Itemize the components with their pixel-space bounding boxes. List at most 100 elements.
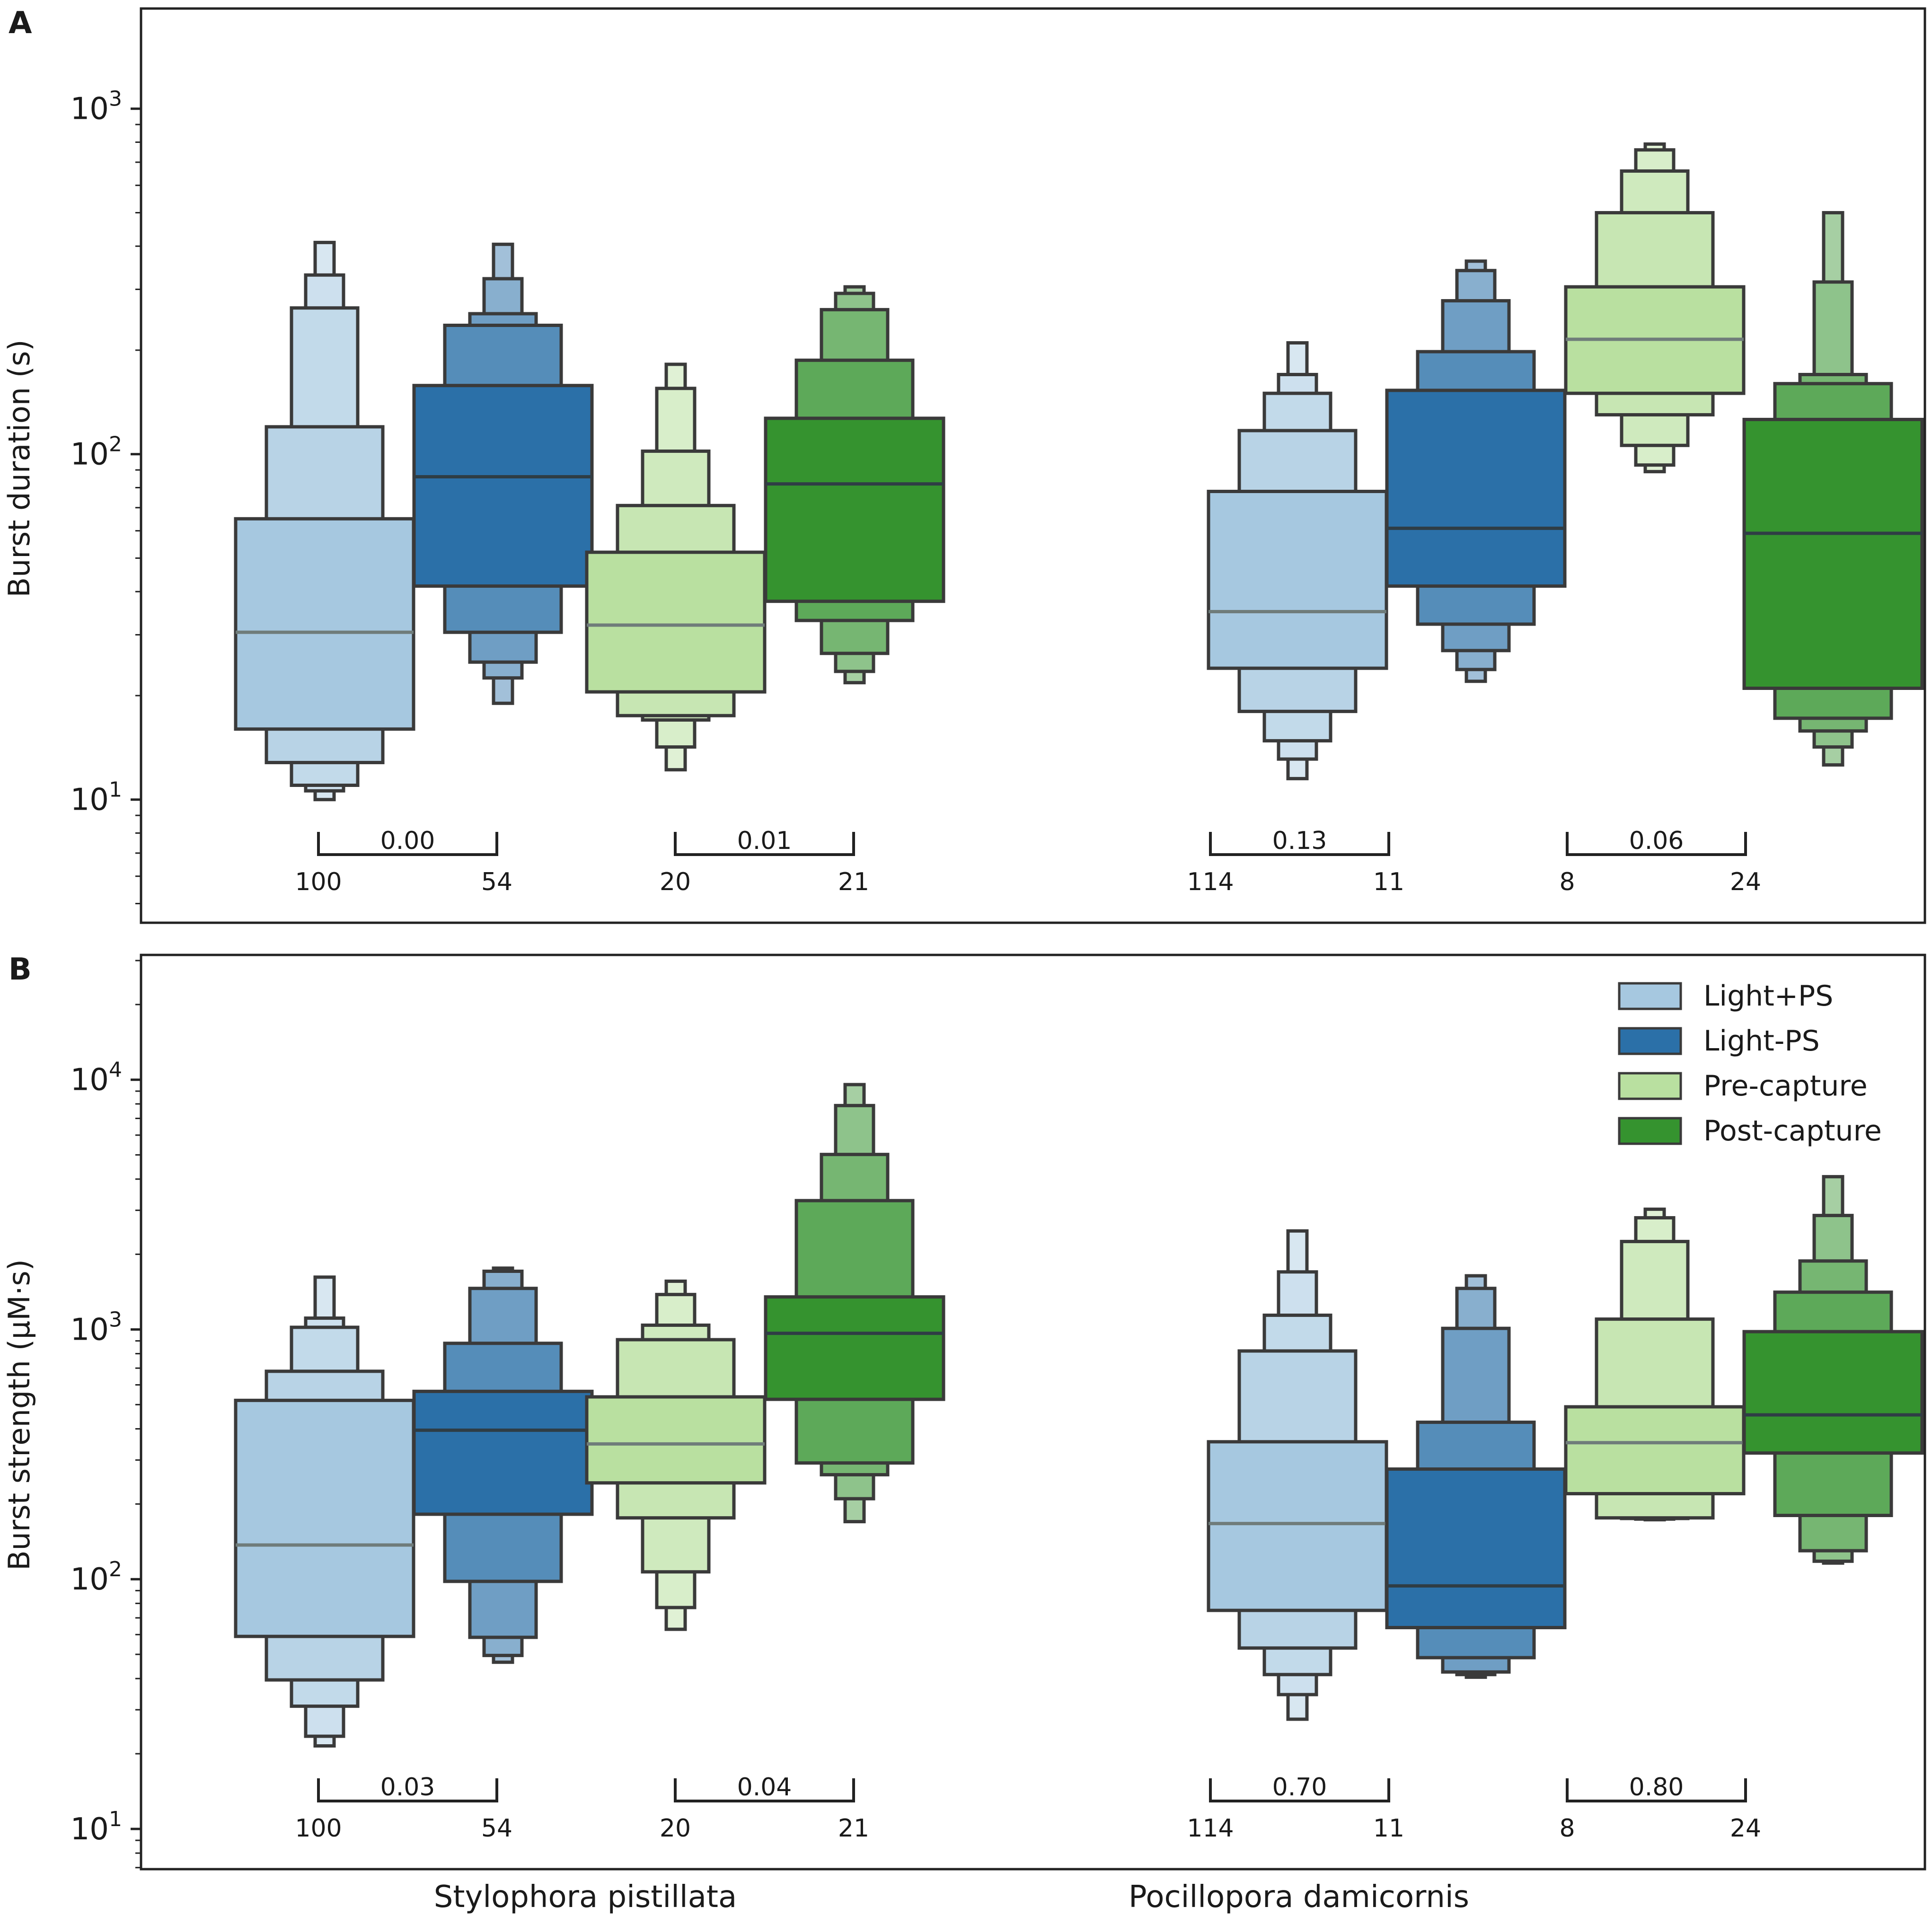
panel-b-letter: B xyxy=(9,952,32,987)
panel-a-annotations: 0.00 100 54 0.01 20 21 0.13 114 11 0.06 8 24 xyxy=(295,827,1761,896)
panel-a-frame xyxy=(140,7,1926,924)
category-label-pocillopora: Pocillopora damicornis xyxy=(1129,1880,1469,1915)
bracket-line xyxy=(1209,1778,1390,1802)
y-tick-label: 102 xyxy=(71,1557,122,1597)
panel-a-y-axis-label: Burst duration (s) xyxy=(2,340,36,598)
boxen-level-1 xyxy=(764,416,945,603)
boxen-post-capture-pocillopora xyxy=(1742,1175,1924,1565)
n-left-label: 8 xyxy=(1559,1814,1575,1843)
n-right-label: 21 xyxy=(838,1814,869,1843)
n-right-label: 21 xyxy=(838,868,869,896)
p-value-label: 0.80 xyxy=(1629,1773,1684,1801)
boxen-post-capture-stylophora xyxy=(764,1083,945,1524)
comparison-bracket: 0.03 100 54 xyxy=(295,1773,512,1843)
y-tick-label: 103 xyxy=(71,87,122,127)
panel-b-y-ticks: 101 102 103 104 xyxy=(71,960,141,1869)
n-right-label: 54 xyxy=(481,1814,512,1843)
comparison-bracket: 0.80 8 24 xyxy=(1559,1773,1761,1843)
p-value-label: 0.13 xyxy=(1272,827,1327,855)
boxen-level-1 xyxy=(1207,489,1388,670)
n-left-label: 114 xyxy=(1187,1814,1234,1843)
n-left-label: 100 xyxy=(295,868,342,896)
legend-swatch-pre-capture xyxy=(1618,1072,1682,1100)
bracket-line xyxy=(1566,832,1747,856)
y-tick-label: 101 xyxy=(71,1807,122,1847)
boxen-light-ps-pocillopora xyxy=(1207,1229,1388,1721)
p-value-label: 0.04 xyxy=(737,1773,792,1801)
legend-swatch-post-capture xyxy=(1618,1117,1682,1145)
bracket-line xyxy=(674,1778,855,1802)
boxen-post-capture-stylophora xyxy=(764,285,945,685)
n-left-label: 8 xyxy=(1559,868,1575,896)
boxen-light-ps-pocillopora xyxy=(1207,341,1388,780)
boxen-pre-capture-stylophora xyxy=(585,362,767,772)
boxen-level-1 xyxy=(1564,1405,1746,1495)
y-tick-label: 104 xyxy=(71,1058,122,1098)
panel-b-boxes xyxy=(234,1083,1924,1748)
p-value-label: 0.06 xyxy=(1629,827,1684,855)
boxen-level-1 xyxy=(412,1389,594,1516)
boxen-light-ps-stylophora xyxy=(234,1275,415,1748)
boxen-light-ps-pocillopora xyxy=(1385,259,1567,683)
n-right-label: 24 xyxy=(1730,1814,1761,1843)
bracket-line xyxy=(674,832,855,856)
legend-label-pre-capture: Pre-capture xyxy=(1703,1069,1868,1103)
panel-a-boxes xyxy=(234,142,1924,802)
legend: Light+PS Light-PS Pre-capture Post-captu… xyxy=(1618,980,1882,1148)
legend-label-light-minus-ps: Light-PS xyxy=(1703,1024,1820,1058)
p-value-label: 0.70 xyxy=(1272,1773,1327,1801)
legend-label-post-capture: Post-capture xyxy=(1703,1114,1882,1148)
panel-a: A Burst duration (s) 101 102 103 0.00 100 54… xyxy=(2,6,1926,924)
panel-b-annotations: 0.03 100 54 0.04 20 21 0.70 114 11 0.80 8 24 xyxy=(295,1773,1761,1843)
boxen-pre-capture-pocillopora xyxy=(1564,142,1746,474)
n-right-label: 54 xyxy=(481,868,512,896)
n-right-label: 24 xyxy=(1730,868,1761,896)
boxen-level-1 xyxy=(1385,389,1567,588)
panel-b: B Burst strength (μM·s) 101 102 103 104 0.0… xyxy=(2,952,1926,1871)
n-right-label: 11 xyxy=(1373,1814,1404,1843)
comparison-bracket: 0.01 20 21 xyxy=(660,827,869,896)
panel-b-frame xyxy=(140,954,1926,1871)
n-left-label: 114 xyxy=(1187,868,1234,896)
n-left-label: 100 xyxy=(295,1814,342,1843)
p-value-label: 0.03 xyxy=(380,1773,435,1801)
p-value-label: 0.01 xyxy=(737,827,792,855)
comparison-bracket: 0.06 8 24 xyxy=(1559,827,1761,896)
boxen-level-1 xyxy=(764,1295,945,1401)
legend-label-light-plus-ps: Light+PS xyxy=(1703,980,1833,1013)
bracket-line xyxy=(317,1778,498,1802)
legend-swatch-light-minus-ps xyxy=(1618,1027,1682,1055)
comparison-bracket: 0.00 100 54 xyxy=(295,827,512,896)
bracket-line xyxy=(317,832,498,856)
boxen-light-ps-stylophora xyxy=(412,1266,594,1664)
panel-b-y-axis-label: Burst strength (μM·s) xyxy=(2,1259,36,1571)
boxen-level-1 xyxy=(1742,417,1924,690)
comparison-bracket: 0.70 114 11 xyxy=(1187,1773,1404,1843)
y-tick-label: 102 xyxy=(71,433,122,472)
panel-a-letter: A xyxy=(9,6,32,41)
boxen-level-1 xyxy=(234,1398,415,1638)
bracket-line xyxy=(1209,832,1390,856)
boxen-level-1 xyxy=(585,550,767,694)
boxen-post-capture-pocillopora xyxy=(1742,211,1924,767)
boxen-pre-capture-pocillopora xyxy=(1564,1207,1746,1522)
y-tick-label: 101 xyxy=(71,778,122,818)
boxen-level-1 xyxy=(585,1395,767,1485)
boxen-pre-capture-stylophora xyxy=(585,1280,767,1631)
boxen-light-ps-pocillopora xyxy=(1385,1274,1567,1679)
panel-a-y-ticks: 101 102 103 xyxy=(71,87,141,904)
n-left-label: 20 xyxy=(660,868,691,896)
n-left-label: 20 xyxy=(660,1814,691,1843)
p-value-label: 0.00 xyxy=(380,827,435,855)
y-tick-label: 103 xyxy=(71,1307,122,1347)
legend-swatch-light-plus-ps xyxy=(1618,982,1682,1010)
boxen-level-1 xyxy=(412,384,594,588)
comparison-bracket: 0.13 114 11 xyxy=(1187,827,1404,896)
boxen-level-1 xyxy=(234,517,415,731)
boxen-light-ps-stylophora xyxy=(412,242,594,705)
category-label-stylophora: Stylophora pistillata xyxy=(434,1880,737,1915)
boxen-light-ps-stylophora xyxy=(234,240,415,802)
comparison-bracket: 0.04 20 21 xyxy=(660,1773,869,1843)
boxen-level-1 xyxy=(1742,1330,1924,1455)
